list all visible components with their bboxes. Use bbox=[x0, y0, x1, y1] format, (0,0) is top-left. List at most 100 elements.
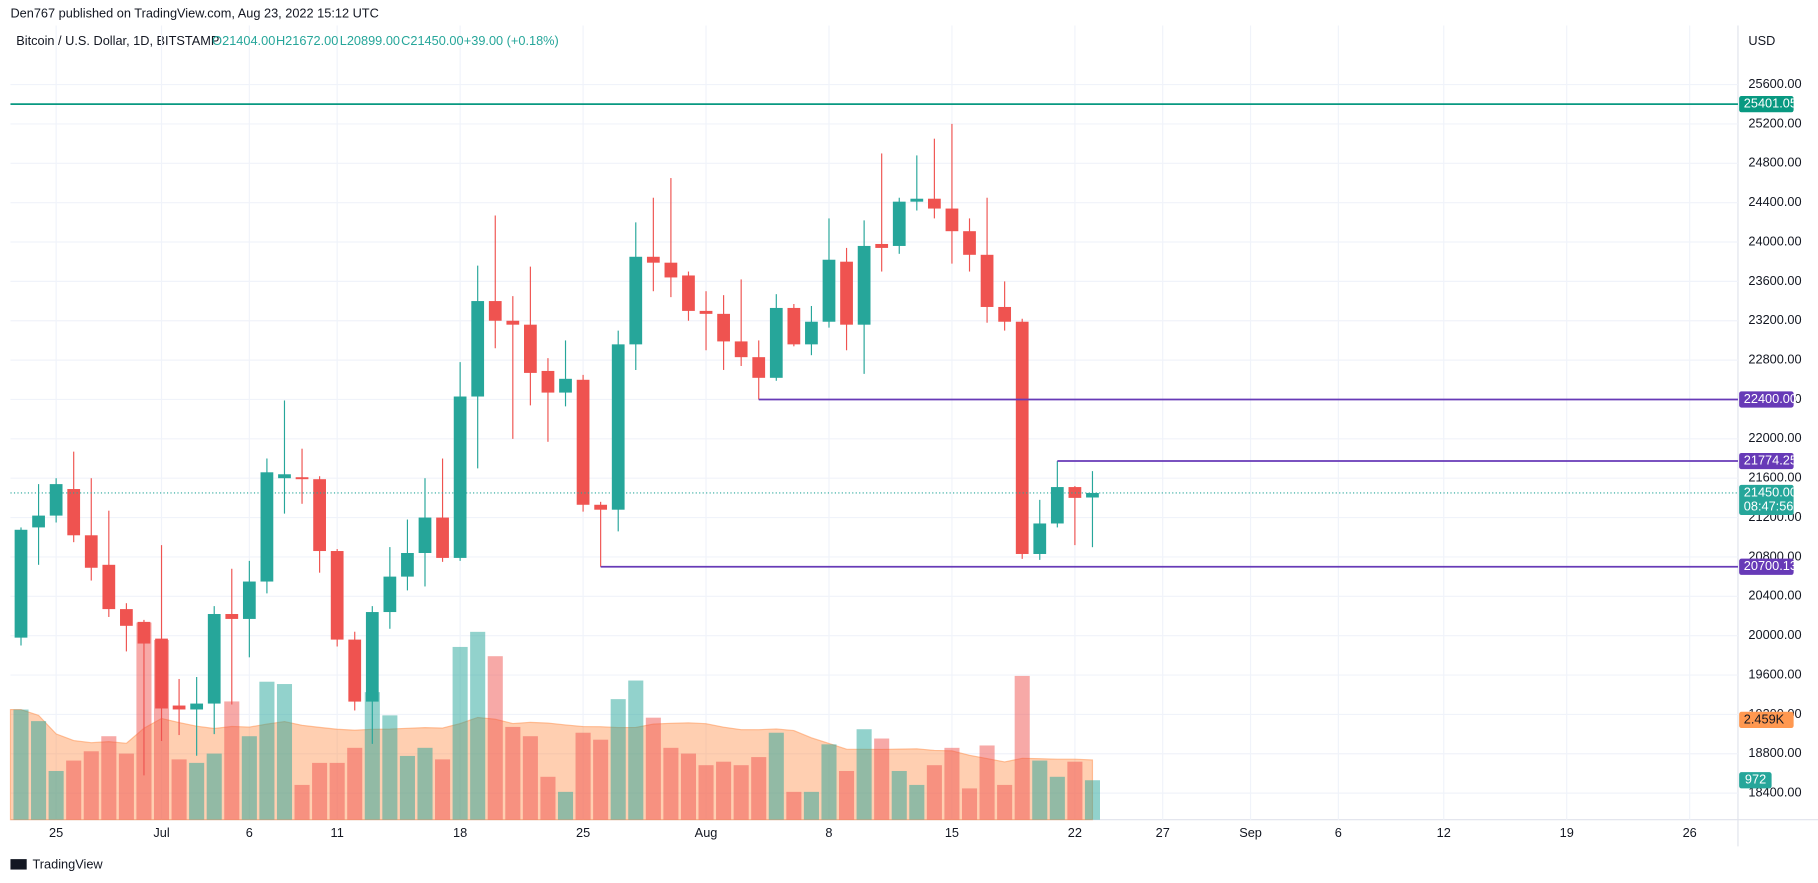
candle-body bbox=[84, 535, 98, 568]
y-tick-label: 25200.00 bbox=[1748, 115, 1801, 130]
candle-body bbox=[875, 243, 889, 248]
candle-body bbox=[488, 301, 502, 321]
volume-bar bbox=[944, 747, 960, 820]
candle-body bbox=[67, 489, 81, 536]
volume-bar bbox=[66, 760, 82, 820]
candle-body bbox=[717, 313, 730, 342]
y-tick-label: 22800.00 bbox=[1748, 351, 1801, 366]
volume-ma-label: 2.459K bbox=[1744, 711, 1785, 726]
last-volume-label: 972 bbox=[1745, 772, 1766, 787]
volume-bar bbox=[628, 680, 644, 820]
y-tick-label: 20400.00 bbox=[1748, 588, 1801, 603]
volume bbox=[9, 622, 1100, 821]
volume-bar bbox=[909, 784, 925, 820]
volume-bar bbox=[663, 747, 679, 820]
volume-bar bbox=[1049, 776, 1065, 820]
ohlc-label: H21672.00 bbox=[276, 33, 338, 48]
candle-body bbox=[295, 477, 309, 480]
y-tick-label: 24000.00 bbox=[1748, 233, 1801, 248]
candle-body bbox=[383, 576, 397, 613]
volume-bar bbox=[680, 753, 697, 820]
y-tick-label: 25600.00 bbox=[1748, 76, 1801, 91]
ohlc-label: +39.00 (+0.18%) bbox=[464, 33, 559, 48]
y-tick-label: 19600.00 bbox=[1748, 666, 1801, 681]
volume-bar bbox=[487, 656, 503, 820]
countdown: 08:47:56 bbox=[1744, 498, 1794, 513]
candle-body bbox=[225, 614, 239, 619]
volume-bar bbox=[522, 736, 538, 820]
volume-bar bbox=[31, 721, 47, 820]
candle-body bbox=[524, 324, 537, 373]
candle-body bbox=[840, 261, 853, 325]
volume-bar bbox=[540, 776, 556, 820]
volume-bar bbox=[891, 770, 907, 820]
volume-bar bbox=[347, 747, 363, 820]
volume-bar bbox=[13, 709, 29, 820]
volume-bar bbox=[1084, 780, 1100, 820]
candle-body bbox=[453, 396, 467, 558]
candle-body bbox=[102, 564, 116, 610]
volume-bar bbox=[364, 692, 380, 820]
candle-body bbox=[910, 198, 924, 202]
last-price-label: 21450.00 bbox=[1744, 484, 1797, 499]
level-label: 22400.00 bbox=[1744, 391, 1797, 406]
candle-body bbox=[207, 614, 221, 704]
x-tick-label: 26 bbox=[1683, 825, 1697, 840]
candle-body bbox=[401, 552, 414, 577]
volume-bar bbox=[926, 765, 942, 820]
volume-bar bbox=[610, 699, 626, 820]
candle-body bbox=[769, 307, 783, 378]
x-tick-label: 15 bbox=[945, 825, 959, 840]
candle-body bbox=[945, 208, 959, 232]
candle-body bbox=[49, 484, 63, 516]
volume-bar bbox=[118, 753, 134, 820]
candle-body bbox=[980, 254, 994, 307]
x-tick-label: 25 bbox=[49, 825, 63, 840]
volume-bar bbox=[698, 765, 714, 820]
volume-bar bbox=[171, 759, 187, 820]
candle-body bbox=[541, 370, 555, 393]
x-tick-label: 22 bbox=[1068, 825, 1082, 840]
x-tick-label: 27 bbox=[1156, 825, 1170, 840]
candle-body bbox=[14, 529, 28, 638]
candle-body bbox=[822, 259, 836, 322]
level-label: 20700.13 bbox=[1744, 558, 1797, 573]
candle-body bbox=[892, 201, 906, 246]
level-label: 21774.25 bbox=[1744, 452, 1797, 467]
candle-body bbox=[682, 275, 695, 311]
volume-bar bbox=[575, 732, 591, 820]
candle-body bbox=[120, 609, 133, 626]
candle-body bbox=[998, 306, 1012, 322]
logo bbox=[10, 859, 27, 870]
candle-body bbox=[699, 310, 713, 314]
volume-bar bbox=[241, 736, 257, 820]
candle-body bbox=[1050, 487, 1064, 524]
candle-body bbox=[928, 198, 941, 209]
level-label-box bbox=[1739, 452, 1794, 470]
volume-bar bbox=[312, 762, 328, 820]
volume-bar bbox=[101, 736, 117, 820]
volume-bar bbox=[470, 631, 486, 820]
volume-bar bbox=[557, 791, 574, 820]
ohlc-label: L20899.00 bbox=[340, 33, 400, 48]
level-label-box bbox=[1739, 96, 1794, 113]
ohlc-label: O21404.00 bbox=[212, 33, 275, 48]
volume-bar bbox=[399, 755, 415, 820]
candle-body bbox=[664, 262, 678, 278]
x-tick-label: 8 bbox=[825, 825, 832, 840]
volume-bar bbox=[1032, 760, 1048, 820]
x-tick-label: 25 bbox=[576, 825, 590, 840]
volume-bar bbox=[48, 770, 64, 820]
brand: TradingView bbox=[32, 856, 103, 871]
x-tick-label: 12 bbox=[1437, 825, 1451, 840]
volume-bar bbox=[803, 791, 819, 820]
candle-body bbox=[752, 357, 766, 378]
candle-body bbox=[365, 612, 379, 702]
x-tick-label: 18 bbox=[453, 825, 467, 840]
volume-bar bbox=[1067, 761, 1083, 820]
candle-body bbox=[1015, 321, 1029, 554]
candle-body bbox=[348, 639, 362, 702]
volume-bar bbox=[417, 747, 433, 820]
